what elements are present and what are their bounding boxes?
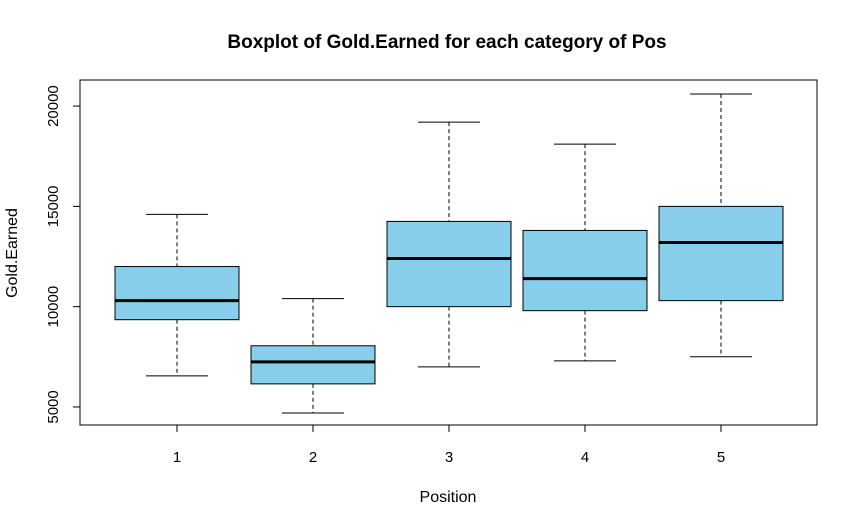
- y-axis-label: Gold.Earned: [4, 208, 21, 298]
- box-iqr: [522, 229, 648, 312]
- x-tick-label: 2: [309, 449, 317, 466]
- box-iqr: [250, 345, 376, 385]
- x-axis: 1 2 3 4 5: [173, 425, 725, 466]
- x-axis-label: Position: [420, 489, 477, 506]
- x-tick-label: 4: [581, 449, 589, 466]
- box-4: [522, 143, 648, 362]
- y-tick-label: 5000: [45, 390, 62, 423]
- box-iqr: [114, 266, 240, 321]
- y-axis: 5000 10000 15000 20000: [45, 85, 81, 424]
- y-tick-label: 15000: [45, 186, 62, 228]
- box-iqr: [658, 205, 784, 302]
- box-iqr: [386, 220, 512, 308]
- box-2: [250, 298, 376, 414]
- chart-title: Boxplot of Gold.Earned for each category…: [227, 32, 666, 53]
- box-3: [386, 121, 512, 368]
- x-tick-label: 5: [717, 449, 725, 466]
- x-tick-label: 1: [173, 449, 181, 466]
- boxes-group: [114, 93, 784, 414]
- x-tick-label: 3: [445, 449, 453, 466]
- y-tick-label: 20000: [45, 85, 62, 127]
- box-1: [114, 213, 240, 377]
- box-5: [658, 93, 784, 358]
- y-tick-label: 10000: [45, 286, 62, 328]
